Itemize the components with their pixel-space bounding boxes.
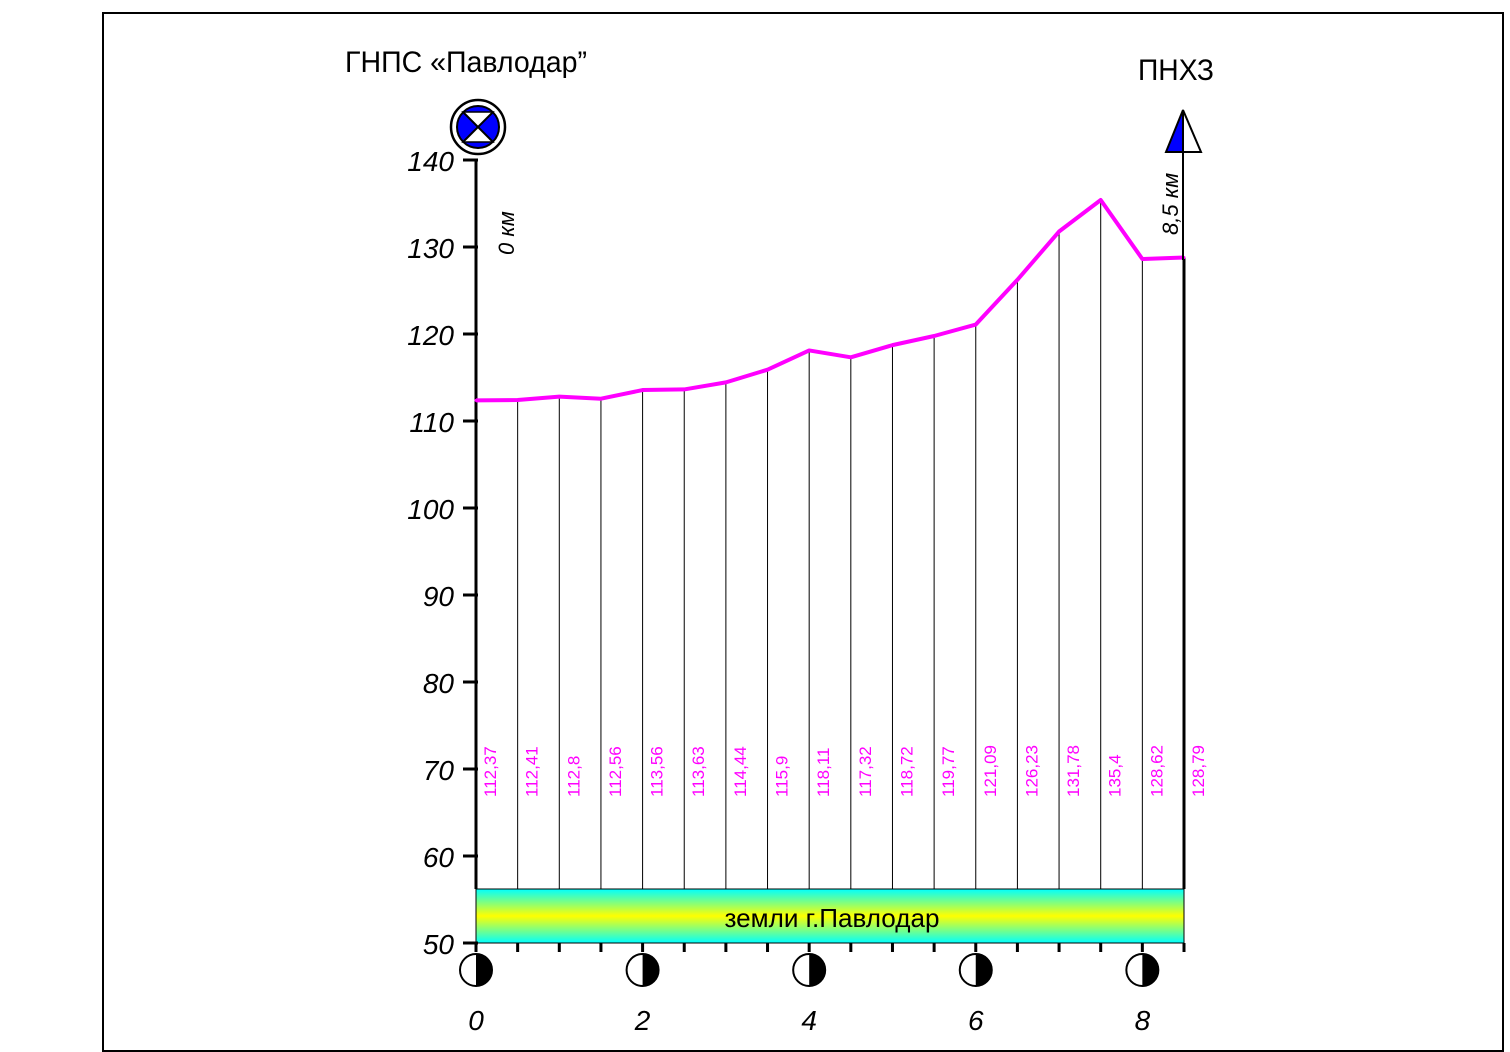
km-marker-icon bbox=[625, 953, 660, 987]
x-tick-label: 6 bbox=[968, 1005, 984, 1036]
elevation-data-label: 113,63 bbox=[689, 746, 708, 797]
y-tick-label: 140 bbox=[407, 146, 454, 177]
x-tick-label: 2 bbox=[634, 1005, 651, 1036]
profile-point bbox=[682, 387, 686, 391]
start-station-label: ГНПС «Павлодар” bbox=[345, 46, 587, 79]
x-axis: 0 2 4 6 8 bbox=[459, 943, 1186, 1036]
profile-point bbox=[724, 380, 728, 384]
profile-point bbox=[849, 355, 853, 359]
km-marker-icon bbox=[1125, 953, 1160, 987]
land-band bbox=[475, 888, 1185, 944]
profile-point bbox=[932, 334, 936, 338]
elevation-data-label: 119,77 bbox=[939, 746, 958, 797]
elevation-data-label: 112,37 bbox=[481, 746, 500, 797]
y-tick-label: 70 bbox=[423, 755, 455, 786]
start-station-icon bbox=[449, 98, 507, 156]
y-tick-label: 100 bbox=[407, 494, 454, 525]
elevation-data-label: 126,23 bbox=[1022, 745, 1041, 797]
x-tick-label: 4 bbox=[801, 1005, 817, 1036]
elevation-data-label: 112,41 bbox=[523, 746, 542, 797]
km-marker-icon bbox=[958, 953, 993, 987]
elevation-data-label: 118,11 bbox=[814, 748, 833, 797]
km-marker-icon bbox=[792, 953, 827, 987]
elevation-data-label: 128,79 bbox=[1189, 745, 1208, 797]
profile-point bbox=[1099, 198, 1103, 202]
profile-point bbox=[1057, 230, 1061, 234]
elevation-data-label: 131,78 bbox=[1064, 745, 1083, 797]
start-km-label: 0 км bbox=[494, 211, 519, 255]
profile-point bbox=[1015, 278, 1019, 282]
profile-point bbox=[599, 397, 603, 401]
x-tick-label: 8 bbox=[1135, 1005, 1151, 1036]
end-km-label: 8,5 км bbox=[1158, 173, 1183, 235]
elevation-data-label: 113,56 bbox=[648, 746, 667, 797]
profile-point bbox=[807, 348, 811, 352]
profile-point bbox=[516, 398, 520, 402]
end-station-icon bbox=[1164, 109, 1203, 260]
end-station-label: ПНХЗ bbox=[1138, 54, 1214, 87]
y-tick-label: 60 bbox=[423, 842, 455, 873]
profile-point bbox=[890, 343, 894, 347]
elevation-data-label: 128,62 bbox=[1147, 745, 1166, 797]
elevation-data-label: 115,9 bbox=[773, 756, 792, 797]
y-tick-label: 50 bbox=[423, 929, 455, 960]
y-axis: 50 60 70 80 90 100 110 120 130 140 bbox=[407, 146, 478, 960]
elevation-data-label: 112,8 bbox=[564, 756, 583, 797]
data-labels: 112,37 112,41 112,8 112,56 113,56 113,63 114,4… bbox=[481, 745, 1208, 797]
elevation-data-label: 118,72 bbox=[897, 746, 916, 797]
profile-point bbox=[557, 395, 561, 399]
drawing-frame bbox=[102, 12, 1504, 1052]
x-tick-label: 0 bbox=[468, 1005, 484, 1036]
y-tick-label: 80 bbox=[423, 668, 455, 699]
y-tick-label: 120 bbox=[407, 320, 454, 351]
y-tick-label: 130 bbox=[407, 233, 454, 264]
profile-point bbox=[641, 388, 645, 392]
profile-point bbox=[474, 398, 478, 402]
elevation-data-label: 117,32 bbox=[856, 746, 875, 797]
profile-point bbox=[974, 323, 978, 327]
profile-line bbox=[475, 198, 1185, 403]
land-band-label: земли г.Павлодар bbox=[725, 903, 940, 933]
profile-point bbox=[766, 368, 770, 372]
y-tick-label: 110 bbox=[409, 407, 454, 438]
elevation-data-label: 114,44 bbox=[731, 746, 750, 797]
profile-point bbox=[1140, 257, 1144, 261]
y-tick-label: 90 bbox=[423, 581, 455, 612]
km-marker-icon bbox=[459, 953, 493, 987]
profile-series bbox=[474, 198, 1186, 403]
elevation-data-label: 112,56 bbox=[606, 746, 625, 797]
ordinate-lines bbox=[474, 160, 1186, 889]
elevation-data-label: 135,4 bbox=[1106, 754, 1125, 797]
elevation-data-label: 121,09 bbox=[981, 745, 1000, 797]
